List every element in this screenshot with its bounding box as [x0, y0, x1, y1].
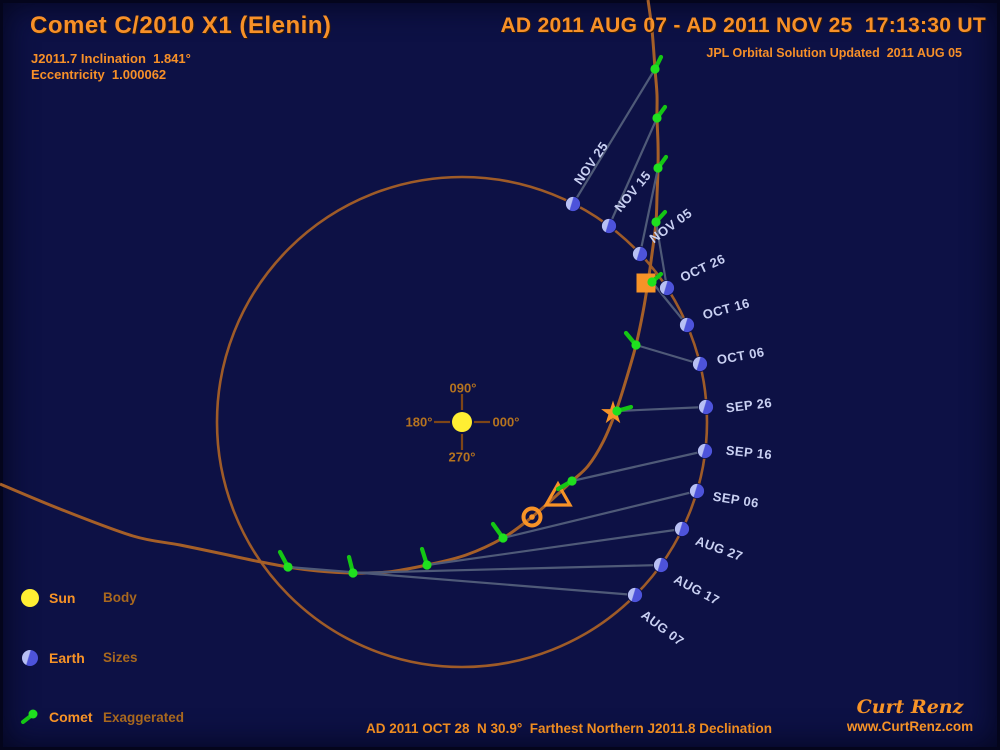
earth-orbit-circle	[215, 175, 709, 669]
direction-label-180: 180°	[405, 414, 433, 430]
earth-icon	[16, 648, 49, 668]
comet-dot-sep-16	[567, 476, 577, 486]
page-title: Comet C/2010 X1 (Elenin)	[30, 12, 332, 39]
legend-value: Sizes	[103, 650, 138, 666]
comet-dot-nov-25	[650, 64, 660, 74]
earth-dot-sep-26	[698, 399, 714, 415]
earth-comet-line-nov-05	[638, 167, 660, 255]
earth-dot-aug-07	[627, 587, 643, 603]
legend-row-sun: Sun Body	[16, 586, 356, 610]
earth-comet-line-oct-26	[654, 221, 669, 289]
comet-dot-oct-16	[647, 277, 657, 287]
comet-dot-sep-06	[498, 533, 508, 543]
comet-dot-aug-07	[283, 562, 293, 572]
earth-comet-line-oct-16	[651, 281, 688, 326]
earth-comet-line-aug-27	[426, 527, 683, 567]
comet-trajectory	[0, 0, 660, 575]
inclination-text: J2011.7 Inclination 1.841°	[31, 51, 191, 66]
earth-comet-line-sep-26	[616, 405, 707, 413]
legend-label: Comet	[49, 709, 93, 726]
earth-dot-sep-06	[689, 483, 705, 499]
comet-icon	[16, 707, 49, 727]
earth-comet-line-aug-07	[287, 565, 636, 597]
earth-comet-line-sep-16	[571, 449, 706, 483]
perihelion-marker-dot	[529, 514, 535, 520]
author-signature: Curt Renz	[856, 696, 964, 718]
earth-dot-nov-05	[632, 246, 648, 262]
earth-dot-nov-25	[565, 196, 581, 212]
ascending-node-marker	[543, 480, 573, 507]
comet-dot-nov-15	[652, 113, 662, 123]
perihelion-marker	[521, 506, 543, 528]
earth-dot-oct-06	[692, 356, 708, 372]
earth-comet-line-nov-15	[607, 117, 659, 227]
comet-dot-oct-26	[651, 217, 661, 227]
earth-comet-line-nov-25	[572, 68, 656, 205]
sun-icon	[16, 588, 49, 608]
comet-dot-aug-27	[422, 560, 432, 570]
direction-label-000: 000°	[492, 414, 520, 430]
earth-comet-line-aug-17	[352, 563, 662, 575]
legend-row-earth: Earth Sizes	[16, 646, 356, 670]
legend: Sun Body Earth Sizes Comet Exaggerated	[16, 550, 356, 750]
earth-dot-sep-16	[697, 443, 713, 459]
direction-label-270: 270°	[448, 449, 476, 465]
comet-dot-nov-05	[653, 163, 663, 173]
footer-line-1: AD 2011 OCT 28 N 30.9° Farthest Northern…	[366, 721, 773, 736]
direction-label-090: 090°	[449, 380, 477, 396]
legend-label: Sun	[49, 589, 76, 606]
earth-dot-aug-17	[653, 557, 669, 573]
legend-value: Body	[103, 590, 137, 606]
legend-row-comet: Comet Exaggerated	[16, 705, 356, 729]
footer-notes: AD 2011 OCT 28 N 30.9° Farthest Northern…	[366, 684, 776, 750]
legend-label: Earth	[49, 649, 85, 666]
comet-dot-sep-26	[612, 406, 622, 416]
eccentricity-text: Eccentricity 1.000062	[31, 67, 167, 82]
earth-dot-oct-26	[659, 280, 675, 296]
earth-comet-line-oct-06	[635, 343, 701, 366]
earth-dot-oct-16	[679, 317, 695, 333]
sun-dot	[452, 412, 472, 432]
author-website: www.CurtRenz.com	[846, 719, 974, 734]
earth-dot-nov-15	[601, 218, 617, 234]
comet-dot-aug-17	[348, 568, 358, 578]
earth-comet-line-sep-06	[502, 489, 698, 540]
comet-dot-oct-06	[631, 340, 641, 350]
earth-dot-aug-27	[674, 521, 690, 537]
legend-value: Exaggerated	[103, 709, 185, 725]
jpl-solution-text: JPL Orbital Solution Updated 2011 AUG 05	[706, 46, 962, 60]
date-range-title: AD 2011 AUG 07 - AD 2011 NOV 25 17:13:30…	[500, 14, 986, 37]
